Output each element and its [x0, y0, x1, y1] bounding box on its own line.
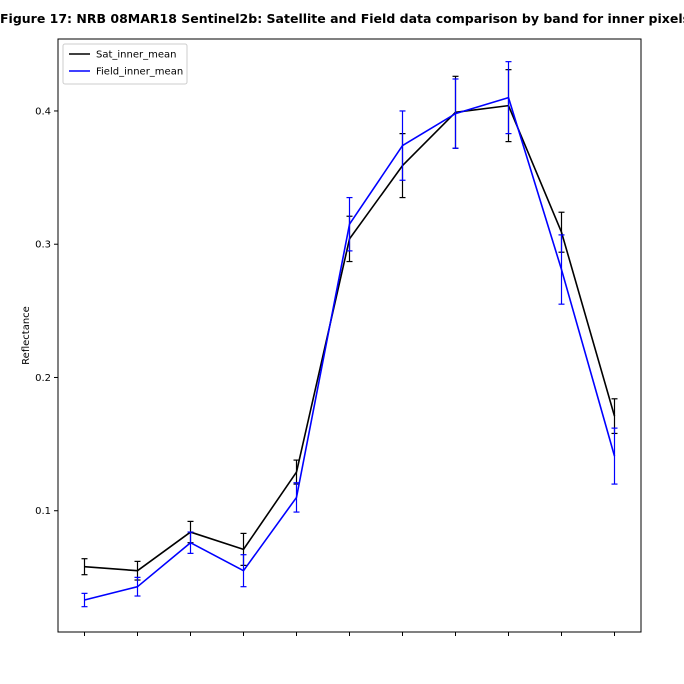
error-bar: [134, 576, 141, 597]
error-bar: [81, 558, 88, 576]
error-bar: [558, 234, 565, 305]
y-tick-label: 0.1: [35, 506, 51, 517]
series-line: [84, 104, 616, 572]
axes-layer: 0.1 0.2 0.3 0.4: [35, 106, 615, 636]
y-tick-label: 0.3: [35, 240, 51, 251]
error-bar: [611, 427, 618, 485]
error-bar: [293, 482, 300, 513]
series-Field_inner_mean: [81, 61, 618, 608]
series-Sat_inner_mean: [81, 69, 618, 581]
y-tick-label: 0.4: [35, 106, 51, 117]
error-bar: [346, 196, 353, 252]
plot-layer: [81, 61, 618, 608]
legend-box: [62, 43, 188, 85]
y-axis-label: Reflectance: [21, 306, 32, 365]
chart-title: Figure 17: NRB 08MAR18 Sentinel2b: Satel…: [0, 11, 684, 26]
error-bar: [81, 592, 88, 608]
legend-label: Field_inner_mean: [96, 67, 183, 78]
series-line: [84, 96, 616, 601]
error-bar: [240, 554, 247, 588]
error-bar: [399, 110, 406, 181]
error-bar: [452, 78, 459, 149]
error-bar: [505, 61, 512, 135]
legend-label: Sat_inner_mean: [96, 50, 176, 61]
plot-frame: [57, 38, 642, 633]
error-bar: [187, 531, 194, 554]
y-tick-label: 0.2: [35, 373, 51, 384]
legend: Sat_inner_mean Field_inner_mean: [62, 43, 188, 85]
